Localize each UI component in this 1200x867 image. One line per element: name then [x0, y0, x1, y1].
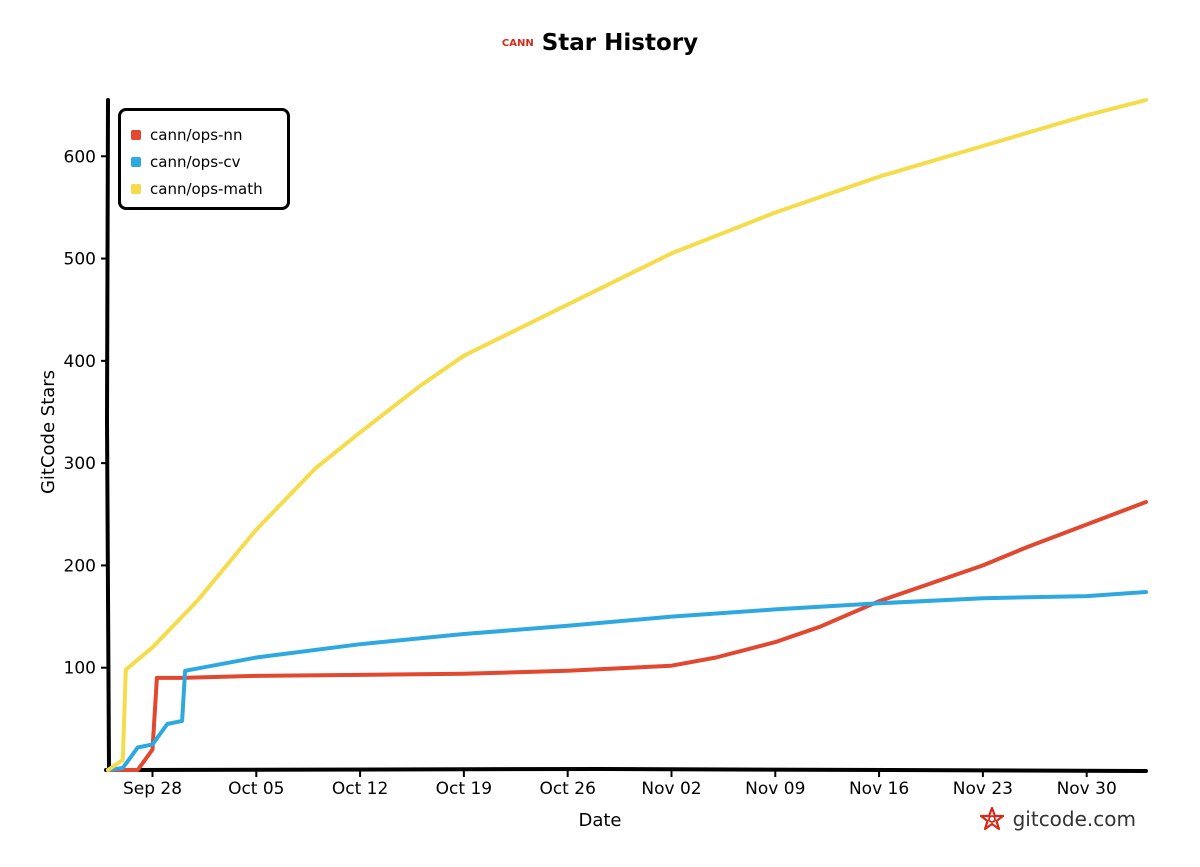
watermark-text: gitcode.com: [1012, 807, 1136, 831]
legend-label: cann/ops-nn: [150, 125, 243, 144]
legend: cann/ops-nn cann/ops-cv cann/ops-math: [118, 108, 290, 210]
series-line-cann-ops-math: [106, 98, 1148, 772]
x-tick-label: Nov 09: [745, 779, 805, 799]
x-tick-label: Sep 28: [123, 779, 182, 799]
gitcode-logo-icon: [979, 806, 1004, 831]
legend-label: cann/ops-cv: [150, 152, 241, 171]
legend-item: cann/ops-cv: [131, 148, 287, 175]
x-tick-label: Oct 19: [436, 779, 492, 799]
axes: [104, 98, 1148, 773]
x-axis-title: Date: [578, 810, 621, 831]
y-tick-label: 200: [64, 556, 96, 576]
chart-title: Star History: [541, 30, 699, 56]
x-tick-label: Oct 12: [332, 779, 388, 799]
y-axis-line: [104, 98, 111, 772]
legend-swatch: [131, 183, 141, 194]
x-tick-label: Nov 16: [849, 779, 909, 799]
legend-label: cann/ops-math: [150, 179, 263, 198]
x-tick-label: Nov 30: [1057, 779, 1117, 799]
legend-swatch: [131, 156, 141, 167]
chart-header: CANN Star History: [0, 30, 1200, 56]
x-axis-line: [104, 766, 1148, 773]
y-tick-label: 600: [64, 147, 96, 167]
y-tick-label: 400: [64, 352, 96, 372]
y-tick-label: 100: [64, 659, 96, 679]
y-tick-label: 300: [64, 454, 96, 474]
legend-swatch: [131, 129, 141, 140]
x-ticks: Sep 28 Oct 05 Oct 12 Oct 19 Oct 26 Nov 02 Nov …: [123, 770, 1117, 799]
legend-item: cann/ops-nn: [131, 121, 287, 148]
x-tick-label: Oct 05: [228, 779, 284, 799]
x-tick-label: Nov 02: [641, 779, 701, 799]
series-line-cann-ops-cv: [106, 590, 1148, 772]
watermark: gitcode.com: [979, 806, 1136, 832]
cann-logo-text: CANN: [501, 37, 534, 49]
y-ticks: 100 200 300 400 500 600: [64, 147, 108, 679]
y-axis-title: GitCode Stars: [38, 370, 59, 494]
series-lines: [106, 98, 1148, 772]
x-tick-label: Nov 23: [953, 779, 1013, 799]
cann-logo: CANN: [502, 38, 534, 49]
x-tick-label: Oct 26: [539, 779, 595, 799]
series-line-cann-ops-nn: [106, 500, 1148, 772]
y-tick-label: 500: [64, 250, 96, 270]
legend-item: cann/ops-math: [131, 175, 287, 202]
